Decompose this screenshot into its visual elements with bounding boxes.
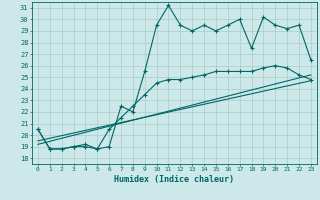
X-axis label: Humidex (Indice chaleur): Humidex (Indice chaleur) (115, 175, 234, 184)
